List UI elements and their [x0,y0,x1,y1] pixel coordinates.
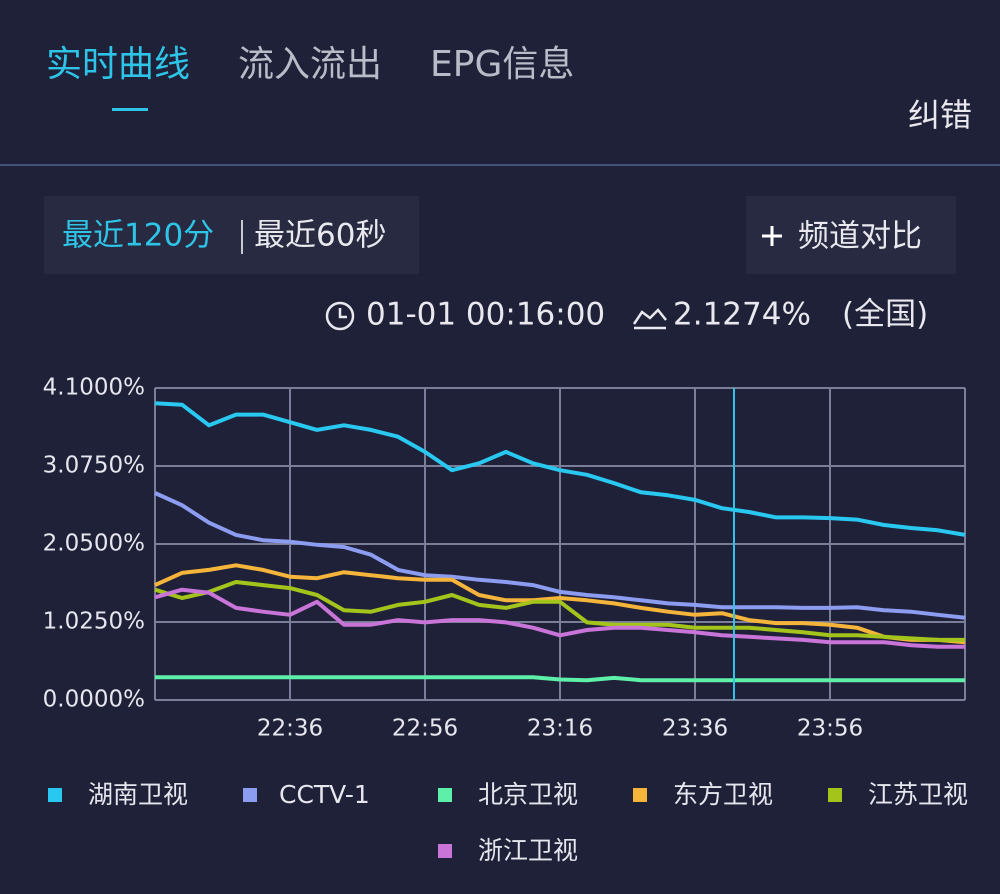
legend-label: 江苏卫视 [868,780,968,809]
divider [0,164,1000,166]
info-value: 2.1274% [673,297,811,333]
series-line [154,563,966,645]
series-line [154,587,965,649]
series-line [155,675,965,683]
legend-swatch[interactable] [438,844,452,858]
y-tick-label: 0.0000% [43,687,145,713]
y-tick-label: 2.0500% [43,531,145,557]
separator [241,220,243,254]
x-tick-label: 23:16 [527,716,593,742]
legend-swatch[interactable] [438,788,452,802]
tab[interactable]: 实时曲线 [46,44,190,85]
tab-indicator [112,108,148,111]
legend-label: CCTV-1 [279,780,370,809]
range-button[interactable]: 最近60秒 [254,218,386,254]
y-tick-label: 3.0750% [43,453,145,479]
x-tick-label: 22:56 [392,716,458,742]
range-button[interactable]: 最近120分 [62,218,214,254]
range-switch [44,196,419,274]
clock-hand [338,308,347,319]
tab[interactable]: EPG信息 [430,44,574,85]
legend-swatch[interactable] [828,788,842,802]
clock-icon [325,301,355,331]
legend-label: 浙江卫视 [478,836,578,865]
y-tick-label: 4.1000% [43,375,145,401]
legend-label: 东方卫视 [673,780,773,809]
info-scope: (全国) [842,297,928,333]
x-tick-label: 22:36 [257,716,323,742]
series-line [154,401,966,537]
y-tick-label: 1.0250% [43,609,145,635]
legend-swatch[interactable] [48,788,62,802]
x-tick-label: 23:36 [662,716,728,742]
plus-icon [762,226,782,246]
info-time: 01-01 00:16:00 [366,297,605,333]
series-line [154,580,965,642]
trend-icon [632,308,667,330]
legend-swatch[interactable] [633,788,647,802]
series-line [154,491,966,620]
report-button[interactable]: 纠错 [908,96,972,134]
compare-button[interactable]: 频道对比 [798,219,922,255]
legend-swatch[interactable] [243,788,257,802]
tab[interactable]: 流入流出 [238,44,382,85]
x-tick-label: 23:56 [797,716,863,742]
legend-label: 湖南卫视 [88,780,188,809]
legend-label: 北京卫视 [478,780,578,809]
